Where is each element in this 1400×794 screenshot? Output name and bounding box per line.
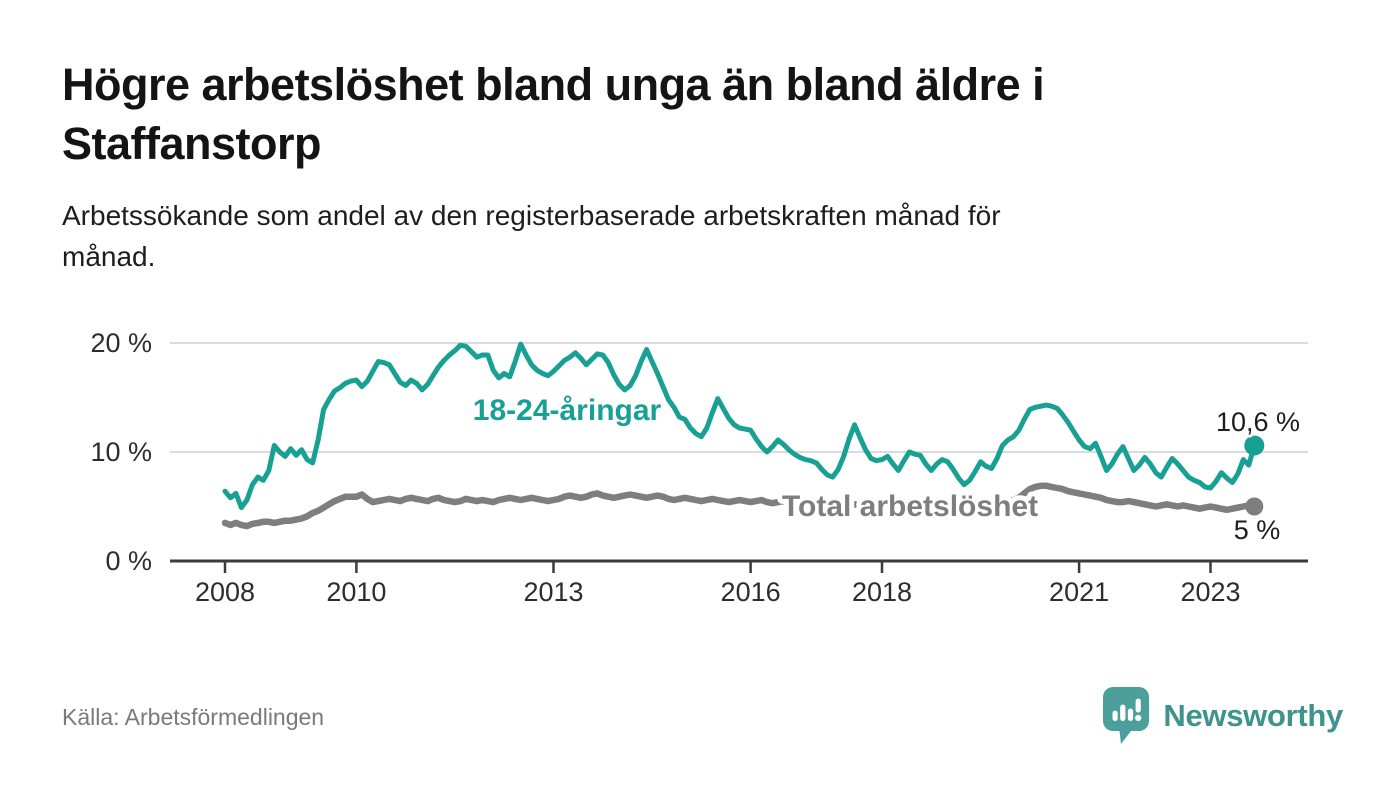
newsworthy-logo-icon [1103,687,1150,744]
newsworthy-logo-text: Newsworthy [1163,698,1343,733]
series-line-1 [221,482,1258,530]
title-line-1: Högre arbetslöshet bland unga än bland ä… [62,59,1045,110]
y-tick-label-0: 0 % [105,546,152,576]
x-tick-label: 2013 [523,577,583,607]
x-tick-label: 2010 [326,577,386,607]
series-label-total: Total arbetslöshet [782,490,1038,523]
page-title: Högre arbetslöshet bland unga än bland ä… [62,56,1045,173]
x-tick-label: 2008 [195,577,255,607]
series-dot-0 [1244,435,1265,456]
newsworthy-logo: Newsworthy [1102,686,1343,746]
source-note: Källa: Arbetsförmedlingen [62,704,325,730]
title-line-2: Staffanstorp [62,117,322,169]
x-tick-label: 2021 [1049,577,1109,607]
end-value-label-total: 5 % [1234,515,1281,545]
x-tick-label: 2023 [1180,577,1240,607]
series-label-youth: 18-24-åringar [473,394,662,427]
logo-bubble-shape [1103,687,1150,744]
end-value-label-youth: 10,6 % [1216,407,1300,437]
y-tick-label-20: 20 % [90,328,152,358]
chart-subtitle: Arbetssökande som andel av den registerb… [62,200,1001,272]
y-tick-label-10: 10 % [90,437,152,467]
logo-barchart-icon [1112,698,1142,722]
x-tick-label: 2016 [721,577,781,607]
x-tick-label: 2018 [852,577,912,607]
series-dot-1 [1245,497,1264,516]
series-line-0 [222,341,1257,511]
